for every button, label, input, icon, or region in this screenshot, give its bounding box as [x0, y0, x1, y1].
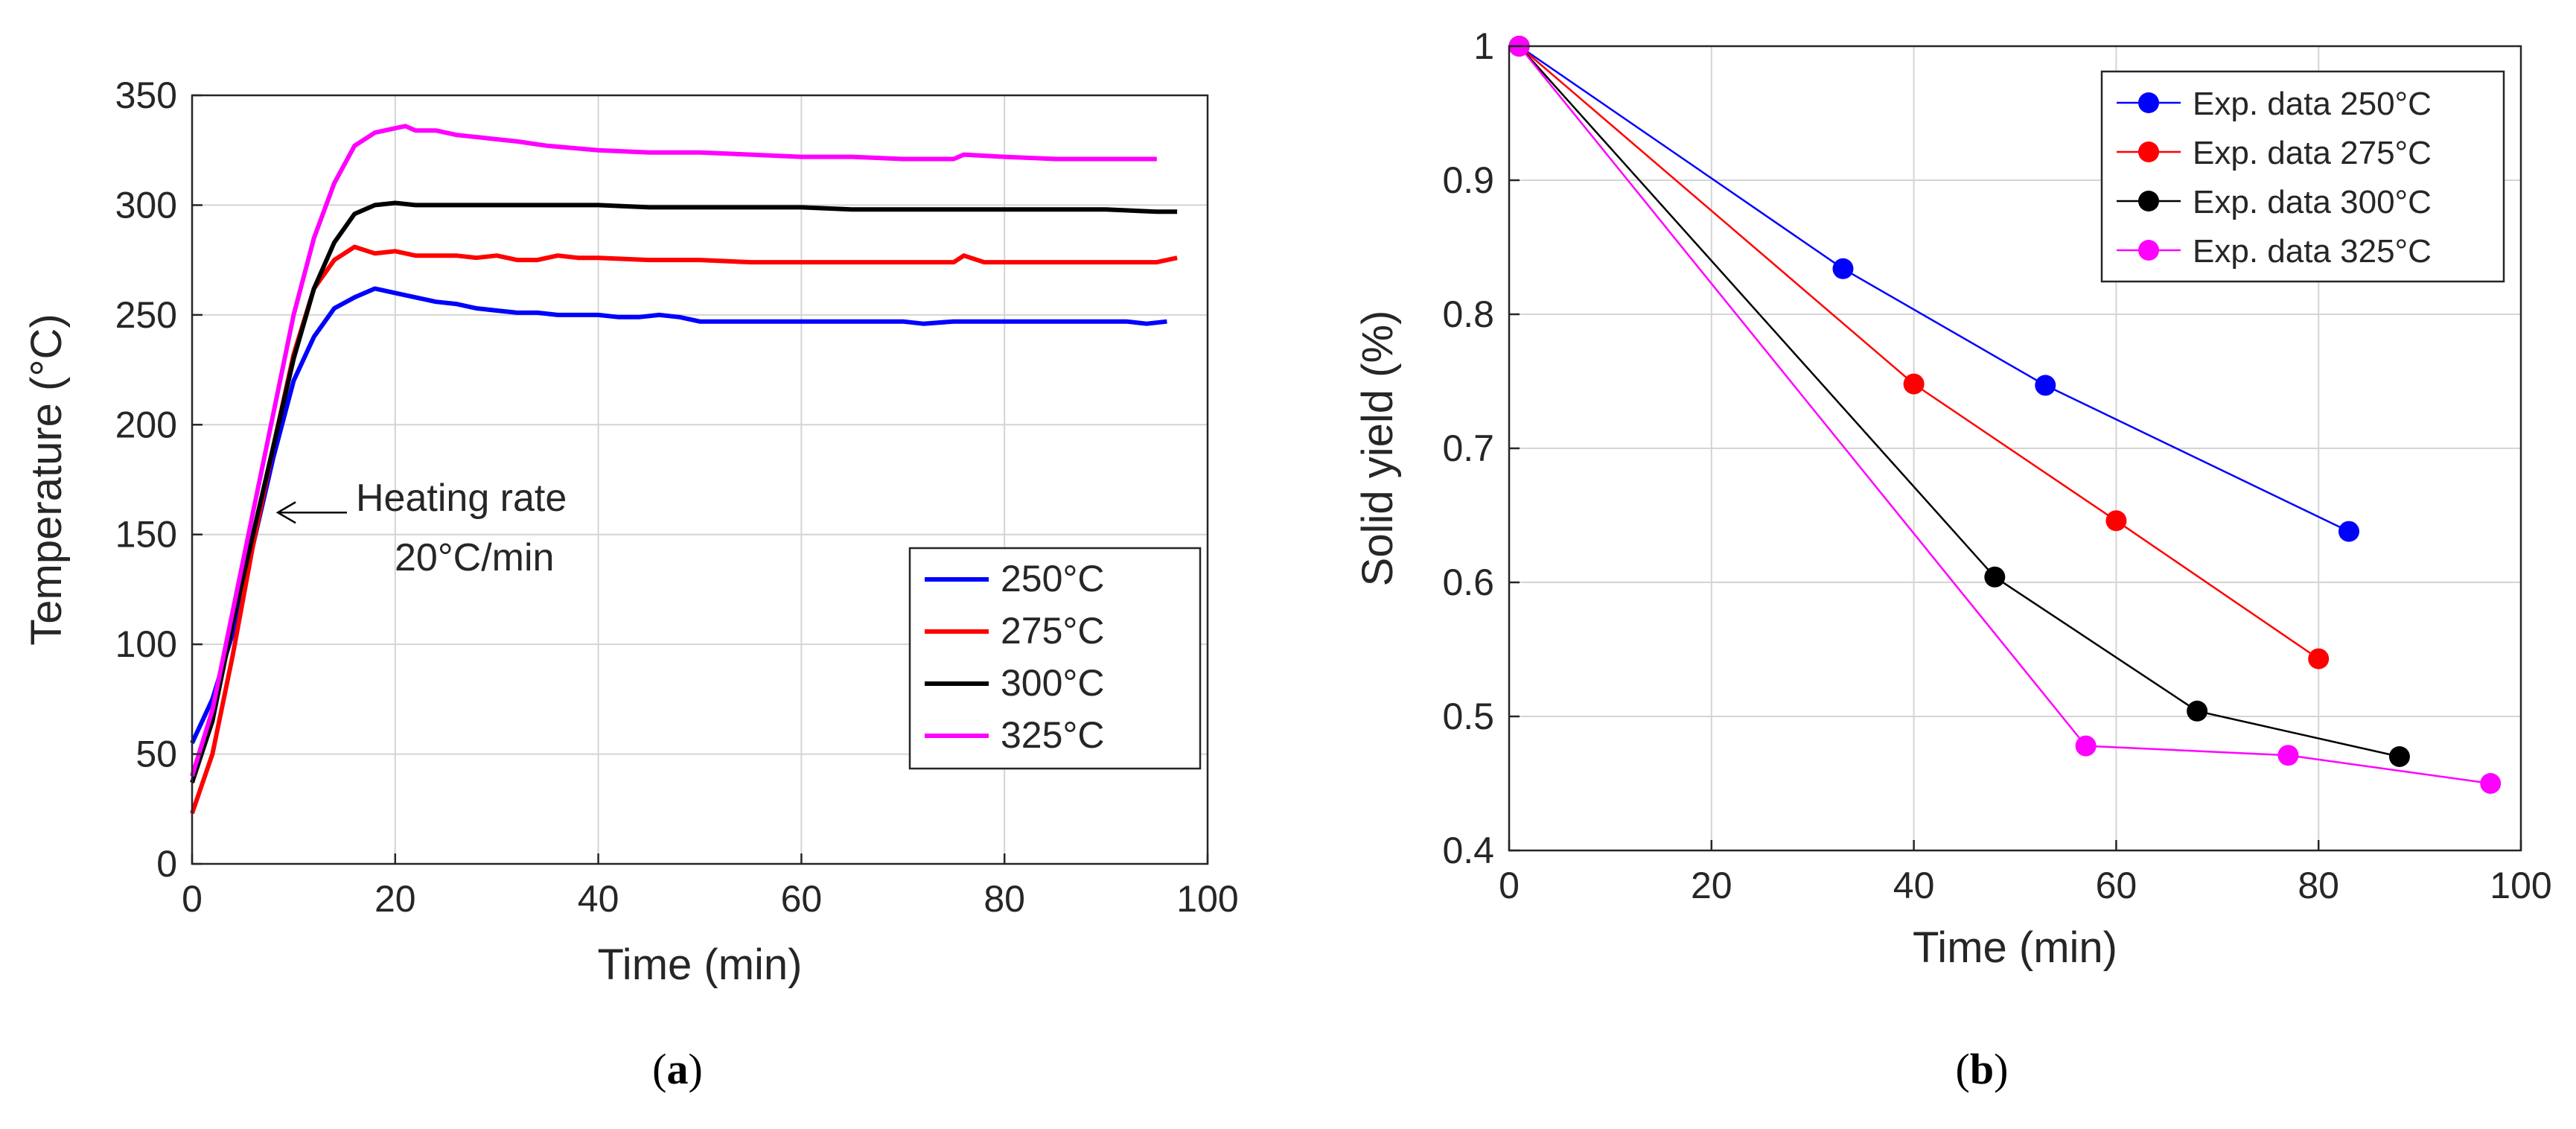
series-line-1 — [1518, 45, 2350, 532]
y-tick-label: 150 — [115, 514, 177, 556]
legend-entry: Exp. data 325°C — [2193, 233, 2432, 270]
data-point — [2480, 773, 2502, 794]
data-point — [2105, 510, 2127, 532]
series-line-1 — [190, 286, 1167, 745]
x-tick-label: 0 — [1499, 865, 1520, 906]
y-tick-label: 0.6 — [1442, 562, 1494, 603]
y-axis-label: Solid yield (%) — [1354, 311, 1402, 587]
data-point — [2338, 521, 2359, 542]
y-tick-label: 0.9 — [1442, 159, 1494, 201]
legend-box — [908, 547, 1202, 770]
legend-entry: 300°C — [1001, 662, 1105, 704]
y-tick-label: 250 — [115, 294, 177, 336]
x-tick-label: 60 — [781, 878, 823, 920]
x-axis-label: Time (min) — [1913, 923, 2117, 972]
legend-swatch-marker — [2138, 92, 2159, 113]
data-point — [2035, 375, 2056, 396]
x-axis-label: Time (min) — [598, 941, 803, 989]
data-point — [2187, 700, 2208, 722]
data-point — [2388, 746, 2410, 767]
legend-entry: 325°C — [1001, 714, 1105, 756]
x-tick-label: 100 — [2490, 865, 2551, 906]
panel-caption: (a) — [652, 1045, 703, 1093]
legend-entry: Exp. data 250°C — [2193, 86, 2432, 122]
y-tick-label: 0.4 — [1442, 830, 1494, 871]
annotation-arrow-head — [275, 501, 296, 524]
y-tick-label: 200 — [115, 404, 177, 445]
legend-swatch-marker — [2138, 240, 2159, 261]
legend-entry: 275°C — [1001, 610, 1105, 652]
data-point — [1832, 258, 1854, 279]
axes-frame — [191, 94, 1209, 865]
data-point — [2308, 648, 2330, 670]
x-tick-label: 0 — [182, 878, 203, 920]
x-tick-label: 20 — [374, 878, 416, 920]
data-point — [2075, 735, 2097, 757]
y-tick-label: 300 — [115, 184, 177, 226]
panel-a-chart: 0 20 40 60 80 100 0 50 100 150 200 250 300 350 Time (m… — [22, 74, 1239, 1093]
legend-swatch-marker — [2138, 191, 2159, 212]
data-point — [1984, 566, 2006, 588]
y-tick-label: 0 — [156, 843, 177, 885]
y-tick-label: 0.8 — [1442, 293, 1494, 335]
series-line-4 — [1518, 45, 2491, 785]
annotation-heating-rate: Heating rate — [356, 477, 567, 520]
y-tick-label: 350 — [115, 74, 177, 116]
y-tick-label: 0.5 — [1442, 696, 1494, 737]
legend-swatch-marker — [2138, 141, 2159, 162]
series-line-2 — [1518, 45, 2319, 660]
x-tick-label: 40 — [1893, 865, 1935, 906]
y-axis-label: Temperature (°C) — [22, 314, 71, 645]
legend-box — [2100, 70, 2505, 283]
panel-b-chart: 0 20 40 60 80 100 0.4 0.5 0.6 0.7 0.8 0.9 1 Time (min… — [1354, 25, 2552, 1093]
series-line-3 — [1518, 45, 2400, 758]
x-tick-label: 100 — [1176, 878, 1238, 920]
panel-caption: (b) — [1956, 1045, 2009, 1093]
x-tick-label: 20 — [1691, 865, 1732, 906]
annotation-rate-value: 20°C/min — [395, 536, 554, 579]
series-line-3 — [190, 200, 1178, 783]
legend-entry: Exp. data 275°C — [2193, 135, 2432, 171]
y-tick-label: 1 — [1473, 25, 1494, 67]
x-tick-label: 80 — [2298, 865, 2339, 906]
legend-entry: Exp. data 300°C — [2193, 184, 2432, 220]
series-line-4 — [190, 124, 1157, 777]
y-tick-label: 100 — [115, 623, 177, 665]
data-point — [2277, 745, 2299, 766]
x-tick-label: 40 — [578, 878, 619, 920]
y-tick-label: 0.7 — [1442, 427, 1494, 469]
legend-entry: 250°C — [1001, 558, 1105, 600]
x-tick-label: 60 — [2096, 865, 2137, 906]
data-point — [1903, 373, 1925, 395]
y-tick-label: 50 — [136, 734, 177, 775]
x-tick-label: 80 — [983, 878, 1025, 920]
